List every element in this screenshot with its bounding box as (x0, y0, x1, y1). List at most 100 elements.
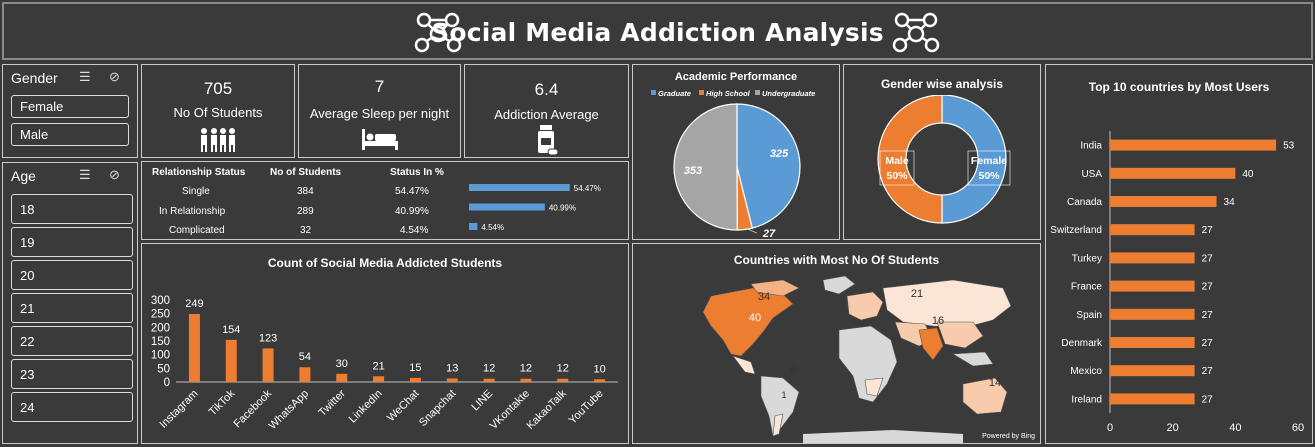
relationship-status: Complicated (169, 225, 225, 236)
x-tick-label: LinkedIn (347, 388, 385, 426)
bar-value-label: 27 (1202, 366, 1214, 377)
relationship-table: Relationship Status No of Students Statu… (141, 161, 629, 240)
x-tick-label: 40 (1229, 422, 1241, 434)
gender-slicer: Gender ☰ ⊘ Female Male (2, 64, 138, 158)
legend-label: High School (706, 89, 751, 98)
donut-label: Male (885, 155, 909, 167)
bar (557, 378, 569, 382)
bar-value-label: 27 (1202, 225, 1214, 236)
map-label: 16 (932, 315, 944, 327)
chart-title: Gender wise analysis (880, 77, 1004, 91)
gender-analysis-chart: Gender wise analysis Female 50% Male 50% (843, 64, 1041, 240)
x-tick-label: TikTok (207, 387, 238, 418)
bar-value-label: 30 (336, 358, 348, 370)
clear-filter-icon[interactable]: ⊘ (109, 167, 120, 182)
donut-label: 50% (978, 170, 1000, 182)
network-icon (892, 12, 940, 53)
world-map[interactable]: 34 40 21 16 8 14 1 Powered by Bing (633, 266, 1040, 443)
map-argentina (772, 413, 784, 437)
map-label: 40 (749, 312, 761, 324)
map-label: 1 (781, 390, 786, 400)
y-tick-label: Turkey (1072, 253, 1102, 264)
age-option[interactable]: 18 (11, 194, 133, 224)
map-southeast-asia (952, 351, 994, 367)
map-australia (962, 377, 1008, 415)
relationship-pct: 40.99% (395, 206, 429, 217)
legend-label: Undergraduate (762, 89, 815, 98)
multi-select-icon[interactable]: ☰ (79, 167, 91, 182)
relationship-pct: 54.47% (395, 186, 429, 197)
map-south-africa (864, 377, 884, 397)
y-tick-label: Denmark (1061, 338, 1103, 349)
bar-value-label: 12 (557, 363, 569, 375)
y-tick-label: 100 (151, 350, 170, 362)
y-tick-label: Spain (1076, 310, 1102, 321)
relationship-count: 32 (300, 225, 312, 236)
pie-label: 353 (684, 165, 702, 177)
network-icon (414, 12, 462, 53)
clear-filter-icon[interactable]: ⊘ (109, 69, 120, 84)
donut-label: 50% (886, 170, 908, 182)
age-option[interactable]: 19 (11, 227, 133, 257)
bar (262, 348, 274, 382)
bar (299, 367, 311, 382)
donut-label-box (879, 150, 915, 186)
kpi-label: No Of Students (173, 105, 263, 120)
map-africa (838, 325, 898, 403)
academic-pie: 325 27 353 (673, 103, 801, 239)
bar (409, 377, 421, 382)
y-tick-label: 250 (151, 309, 170, 321)
bar-value-label: 27 (1202, 338, 1214, 349)
bar (446, 378, 458, 382)
age-option[interactable]: 21 (11, 293, 133, 323)
map-antarctica (803, 430, 963, 443)
relationship-pct: 4.54% (400, 225, 429, 236)
age-option[interactable]: 20 (11, 260, 133, 290)
gender-option[interactable]: Female (11, 95, 129, 118)
map-europe (846, 291, 884, 321)
bar-value-label: 154 (222, 324, 240, 336)
column-header: No of Students (270, 167, 342, 178)
x-tick-label: 0 (1107, 422, 1113, 434)
age-slicer-label: Age (11, 168, 36, 184)
chart-title: Top 10 countries by Most Users (1088, 80, 1270, 94)
y-tick-label: Switzerland (1050, 225, 1102, 236)
bar (1110, 393, 1195, 405)
y-tick-label: 0 (164, 377, 170, 389)
x-tick-label: Snapchat (417, 388, 458, 429)
bar-value-label: 249 (185, 298, 203, 310)
age-option[interactable]: 24 (11, 392, 133, 422)
kpi-value: 6.4 (534, 80, 559, 99)
relationship-bar (469, 184, 570, 191)
chart-title: Academic Performance (674, 71, 798, 83)
bar (1110, 139, 1277, 151)
y-tick-label: Mexico (1070, 366, 1102, 377)
multi-select-icon[interactable]: ☰ (79, 69, 91, 84)
y-tick-label: Canada (1067, 197, 1102, 208)
x-tick-label: 60 (1292, 422, 1304, 434)
bar (483, 378, 495, 382)
top-countries-chart: Top 10 countries by Most Users India 53 US… (1045, 64, 1313, 444)
page-title: Social Media Addiction Analysis (431, 18, 884, 47)
chart-title: Count of Social Media Addicted Students (267, 256, 503, 270)
x-tick-label: WeChat (385, 388, 421, 424)
relationship-bar-label: 40.99% (549, 204, 576, 213)
map-south-america (760, 375, 800, 437)
y-tick-label: Ireland (1071, 394, 1102, 405)
map-label: 34 (758, 291, 770, 303)
age-option[interactable]: 22 (11, 326, 133, 356)
bar (1110, 337, 1195, 348)
age-option[interactable]: 23 (11, 359, 133, 389)
legend-label: Graduate (658, 89, 691, 98)
bar (225, 339, 237, 382)
y-tick-label: 200 (151, 322, 170, 334)
bar-value-label: 34 (1224, 197, 1236, 208)
donut-label: Female (971, 155, 1007, 167)
map-label: 14 (989, 377, 1001, 389)
bar (1110, 167, 1236, 179)
map-credit: Powered by Bing (982, 433, 1035, 440)
gender-option[interactable]: Male (11, 123, 129, 146)
map-india (918, 327, 944, 361)
bar (594, 379, 606, 382)
